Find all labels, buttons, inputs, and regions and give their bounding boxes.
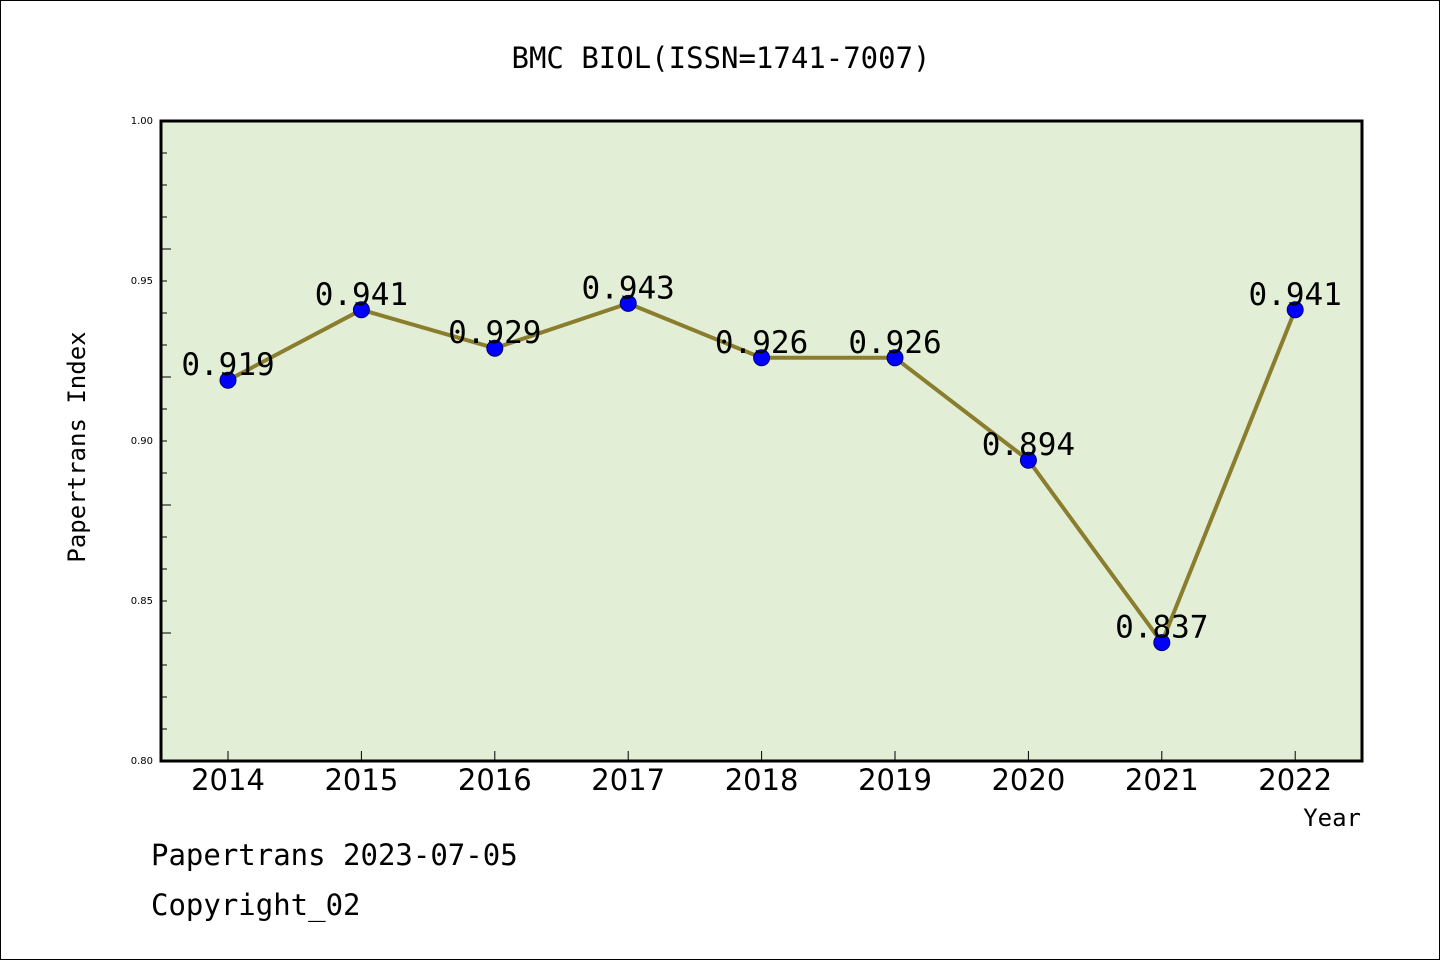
y-tick-label: 0.90 [131, 436, 153, 447]
data-markers [219, 294, 1304, 652]
x-tick-label: 2017 [591, 763, 665, 797]
x-tick-label: 2015 [324, 763, 398, 797]
x-tick-label: 2021 [1125, 763, 1199, 797]
data-point [352, 301, 370, 319]
plot-area [159, 119, 1364, 763]
x-tick-label: 2018 [725, 763, 799, 797]
data-label: 0.941 [1249, 277, 1342, 313]
x-axis-label: Year [1303, 804, 1361, 832]
data-label: 0.941 [315, 277, 408, 313]
data-label: 0.919 [181, 347, 274, 383]
y-tick-label: 0.85 [131, 596, 153, 607]
y-tick-label: 0.80 [131, 756, 153, 767]
footer-copyright-text: Copyright_02 [151, 888, 361, 923]
data-label: 0.894 [982, 427, 1075, 463]
chart-title: BMC BIOL(ISSN=1741-7007) [511, 41, 930, 75]
x-tick-label: 2019 [858, 763, 932, 797]
data-point [1153, 634, 1171, 652]
data-label: 0.926 [715, 325, 808, 361]
data-point [219, 371, 237, 389]
x-tick-label: 2020 [991, 763, 1065, 797]
data-point [619, 294, 637, 312]
data-point [1286, 301, 1304, 319]
x-tick-label: 2016 [458, 763, 532, 797]
data-point [486, 339, 504, 357]
x-tick-label: 2022 [1258, 763, 1332, 797]
data-point [1019, 451, 1037, 469]
data-point [753, 349, 771, 367]
y-axis-label: Papertrans Index [63, 331, 91, 562]
data-labels: 0.919 0.941 0.929 0.943 0.926 0.926 0.894 0.837… [181, 270, 1342, 645]
data-label: 0.943 [582, 270, 675, 306]
data-point [886, 349, 904, 367]
y-tick-label: 1.00 [131, 116, 153, 127]
x-axis: 2014 2015 2016 2017 2018 2019 2020 2021 2022 [191, 751, 1332, 797]
y-tick-label: 0.95 [131, 276, 153, 287]
footer-date-text: Papertrans 2023-07-05 [151, 838, 518, 872]
y-axis: 0.80 0.85 0.90 0.95 1.00 [131, 116, 171, 767]
x-tick-label: 2014 [191, 763, 265, 797]
data-label: 0.926 [848, 325, 941, 361]
data-label: 0.837 [1115, 610, 1208, 646]
data-label: 0.929 [448, 315, 541, 351]
